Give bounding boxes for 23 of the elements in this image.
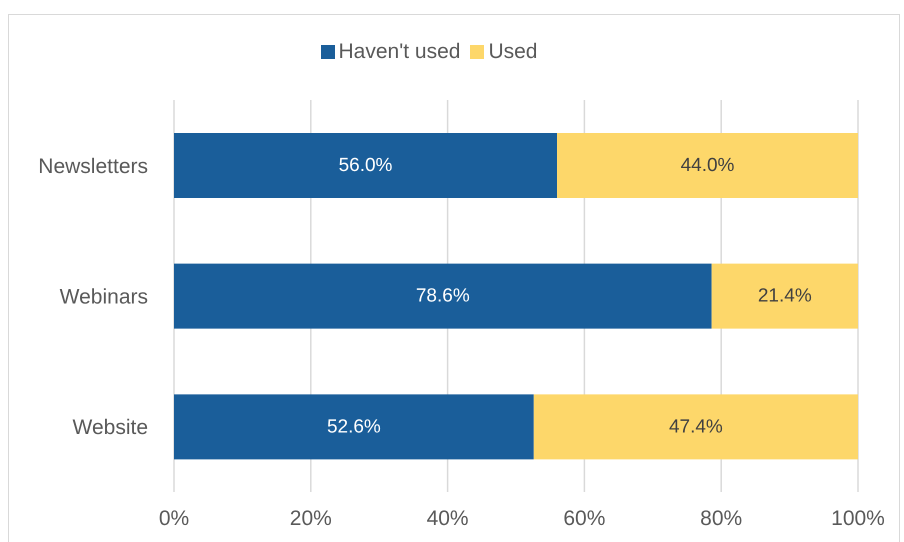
data-label: 52.6%: [326, 416, 381, 438]
legend-label: Used: [488, 40, 538, 63]
data-label: 78.6%: [416, 286, 470, 307]
x-tick-label: 80%: [700, 506, 742, 530]
data-label: 21.4%: [758, 286, 812, 307]
bar: [174, 133, 558, 198]
y-tick-label: Website: [72, 416, 148, 440]
y-tick-label: Webinars: [60, 285, 148, 308]
bar: [712, 264, 858, 329]
y-tick-label: Newsletters: [38, 154, 148, 178]
x-tick-label: 0%: [158, 506, 190, 530]
legend-label: Haven't used: [338, 40, 460, 63]
bar: [174, 394, 534, 460]
data-label: 56.0%: [338, 155, 393, 176]
data-label: 47.4%: [668, 416, 723, 438]
data-label: 44.0%: [680, 155, 735, 176]
x-tick-label: 100%: [831, 506, 885, 530]
x-tick-label: 60%: [563, 506, 606, 530]
bar: [534, 394, 858, 460]
bar: [557, 133, 858, 198]
bar: [174, 264, 712, 329]
x-tick-label: 20%: [290, 506, 332, 530]
x-tick-label: 40%: [426, 506, 469, 530]
